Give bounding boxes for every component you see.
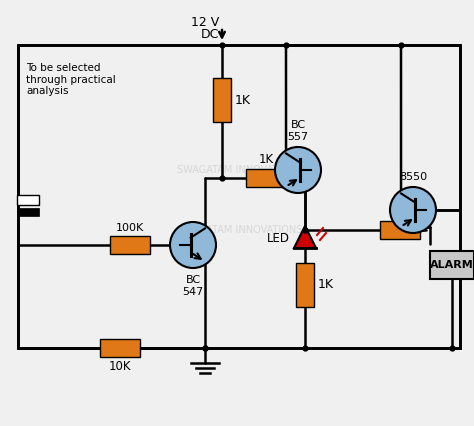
Circle shape bbox=[390, 187, 436, 233]
Bar bbox=[380, 221, 420, 239]
Text: 22K: 22K bbox=[389, 205, 411, 218]
Circle shape bbox=[275, 147, 321, 193]
Text: To be selected
through practical
analysis: To be selected through practical analysi… bbox=[26, 63, 116, 96]
Text: 1K: 1K bbox=[318, 279, 334, 291]
Bar bbox=[18, 45, 460, 348]
Text: 12 V: 12 V bbox=[191, 17, 219, 29]
Text: BC
547: BC 547 bbox=[182, 275, 204, 296]
Circle shape bbox=[170, 222, 216, 268]
Text: ALARM: ALARM bbox=[430, 260, 474, 270]
Text: 8550: 8550 bbox=[399, 172, 427, 182]
Text: 1K: 1K bbox=[258, 153, 273, 166]
Text: SWAGATAM INNOVATIONS: SWAGATAM INNOVATIONS bbox=[177, 165, 303, 175]
Bar bbox=[430, 251, 474, 279]
Bar bbox=[110, 236, 150, 254]
Bar bbox=[296, 263, 314, 307]
Text: BC
557: BC 557 bbox=[287, 121, 309, 142]
Text: DC: DC bbox=[201, 29, 219, 41]
Text: 1K: 1K bbox=[235, 93, 251, 106]
Text: 100K: 100K bbox=[116, 223, 144, 233]
Bar bbox=[17, 195, 39, 205]
Bar bbox=[213, 78, 231, 122]
Bar bbox=[100, 339, 140, 357]
Text: 10K: 10K bbox=[109, 360, 131, 373]
Polygon shape bbox=[294, 226, 316, 248]
Text: SWAGATAM INNOVATIONS: SWAGATAM INNOVATIONS bbox=[177, 225, 303, 235]
Bar bbox=[17, 208, 39, 216]
Text: LED: LED bbox=[267, 233, 290, 245]
Bar bbox=[246, 169, 286, 187]
